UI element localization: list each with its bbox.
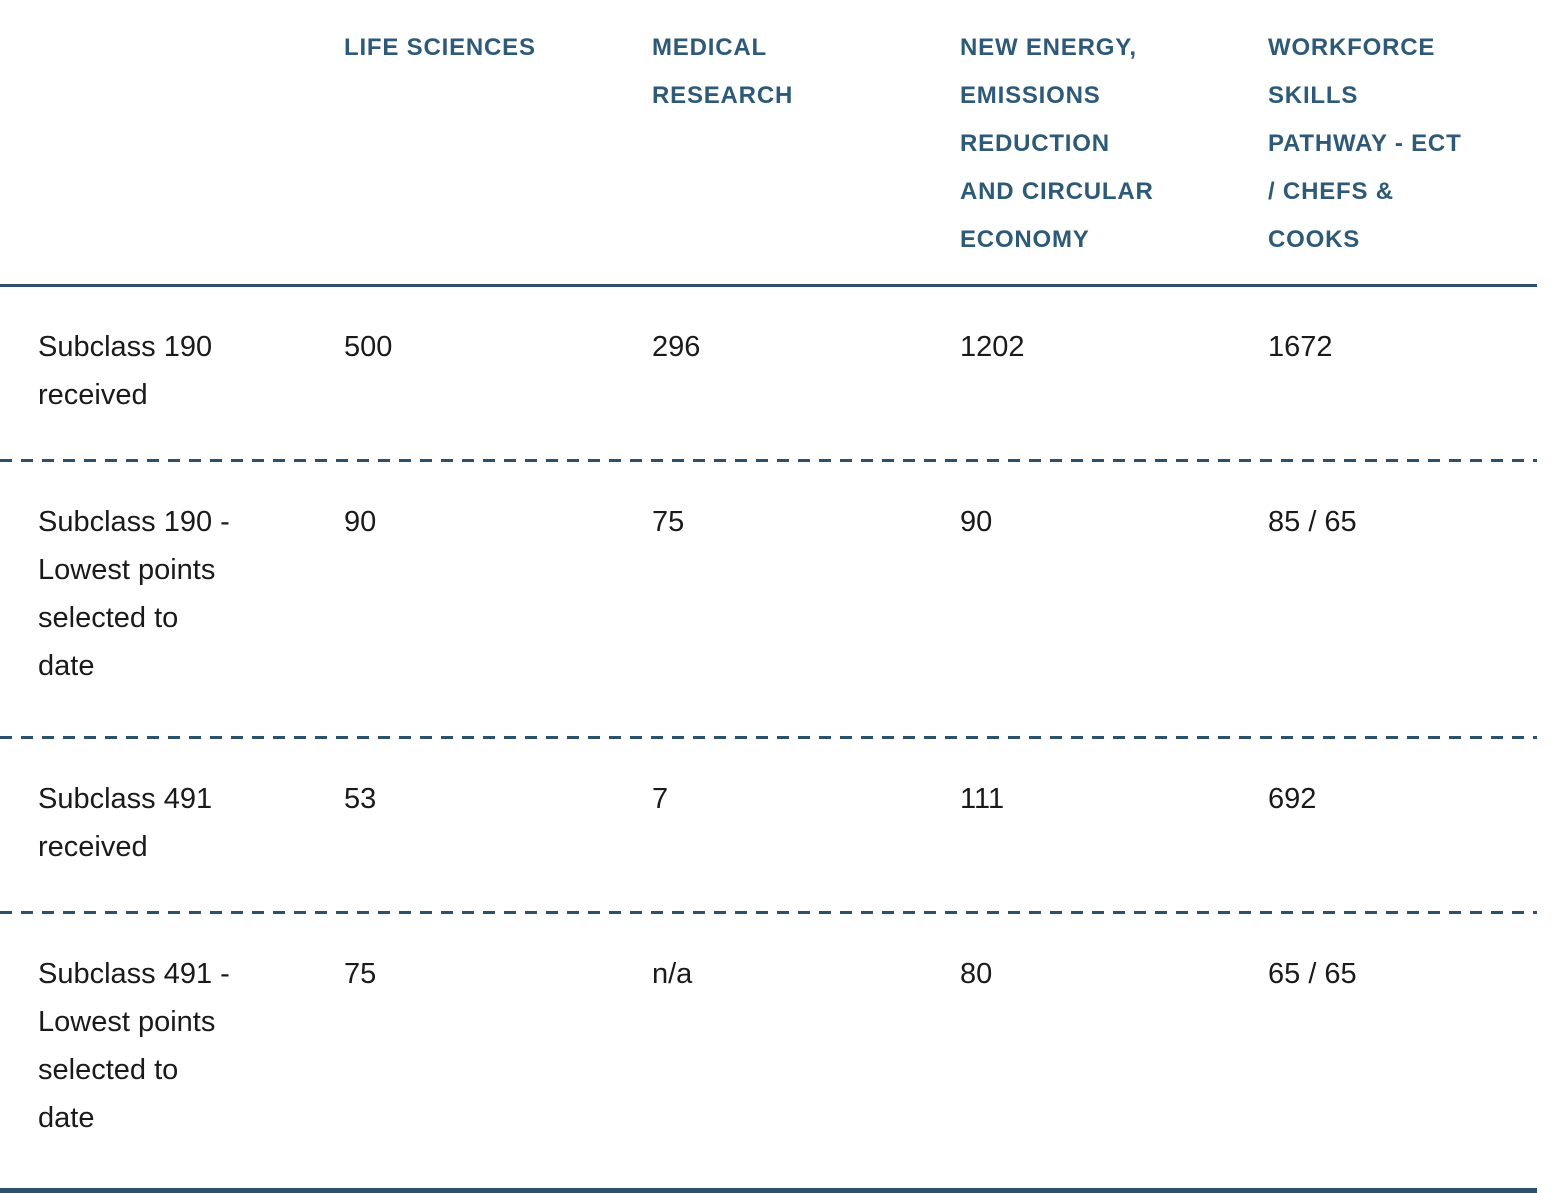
table-bottom-line: [0, 1188, 1537, 1193]
header-cell-life-sciences: LIFE SCIENCES: [344, 24, 652, 72]
value: 111: [960, 783, 1005, 815]
row-label: Subclass 491 - Lowest points selected to…: [38, 958, 230, 1134]
value-cell: 90: [960, 498, 1268, 546]
value: 65 / 65: [1268, 958, 1357, 990]
value-cell: 90: [344, 498, 652, 546]
value: 500: [344, 331, 393, 363]
value: 80: [960, 958, 993, 990]
value-cell: 53: [344, 775, 652, 823]
value: 90: [344, 506, 377, 538]
row-divider-dashed-line: [0, 911, 1537, 914]
row-label-cell: Subclass 491 - Lowest points selected to…: [0, 950, 344, 1142]
header-cell-medical-research: MEDICAL RESEARCH: [652, 24, 960, 120]
row-label: Subclass 190 received: [38, 331, 213, 411]
value-cell: n/a: [652, 950, 960, 998]
value-cell: 500: [344, 323, 652, 371]
value: 296: [652, 331, 701, 363]
header-cell-new-energy: NEW ENERGY, EMISSIONS REDUCTION AND CIRC…: [960, 24, 1268, 264]
value-cell: 296: [652, 323, 960, 371]
value-cell: 1672: [1268, 323, 1537, 371]
column-header-medical-research: MEDICAL RESEARCH: [652, 34, 794, 109]
value: 1672: [1268, 331, 1333, 363]
value-cell: 75: [652, 498, 960, 546]
value: 75: [652, 506, 685, 538]
table-row-subclass-190-received: Subclass 190 received 500 296 1202 1672: [0, 287, 1554, 459]
value-cell: 7: [652, 775, 960, 823]
value: n/a: [652, 958, 693, 990]
value-cell: 65 / 65: [1268, 950, 1537, 998]
table-header-row: LIFE SCIENCES MEDICAL RESEARCH NEW ENERG…: [0, 0, 1554, 284]
row-label: Subclass 190 - Lowest points selected to…: [38, 506, 230, 682]
row-label: Subclass 491 received: [38, 783, 213, 863]
value-cell: 111: [960, 775, 1268, 823]
value: 75: [344, 958, 377, 990]
value: 7: [652, 783, 669, 815]
row-divider-dashed-line: [0, 459, 1537, 462]
row-label-cell: Subclass 491 received: [0, 775, 344, 871]
row-label-cell: Subclass 190 - Lowest points selected to…: [0, 498, 344, 690]
value: 1202: [960, 331, 1025, 363]
value-cell: 85 / 65: [1268, 498, 1537, 546]
value-cell: 1202: [960, 323, 1268, 371]
value-cell: 692: [1268, 775, 1537, 823]
row-divider-dashed-line: [0, 736, 1537, 739]
header-divider-line: [0, 284, 1537, 287]
value: 692: [1268, 783, 1317, 815]
value: 53: [344, 783, 377, 815]
column-header-life-sciences: LIFE SCIENCES: [344, 34, 536, 61]
table-row-subclass-190-lowest-points: Subclass 190 - Lowest points selected to…: [0, 462, 1554, 736]
value-cell: 75: [344, 950, 652, 998]
column-header-new-energy: NEW ENERGY, EMISSIONS REDUCTION AND CIRC…: [960, 34, 1154, 253]
table-row-subclass-491-lowest-points: Subclass 491 - Lowest points selected to…: [0, 914, 1554, 1188]
row-label-cell: Subclass 190 received: [0, 323, 344, 419]
value-cell: 80: [960, 950, 1268, 998]
column-header-workforce-skills: WORKFORCE SKILLS PATHWAY - ECT / CHEFS &…: [1268, 34, 1462, 253]
table-row-subclass-491-received: Subclass 491 received 53 7 111 692: [0, 739, 1554, 911]
value: 90: [960, 506, 993, 538]
value: 85 / 65: [1268, 506, 1357, 538]
header-cell-workforce-skills: WORKFORCE SKILLS PATHWAY - ECT / CHEFS &…: [1268, 24, 1537, 264]
